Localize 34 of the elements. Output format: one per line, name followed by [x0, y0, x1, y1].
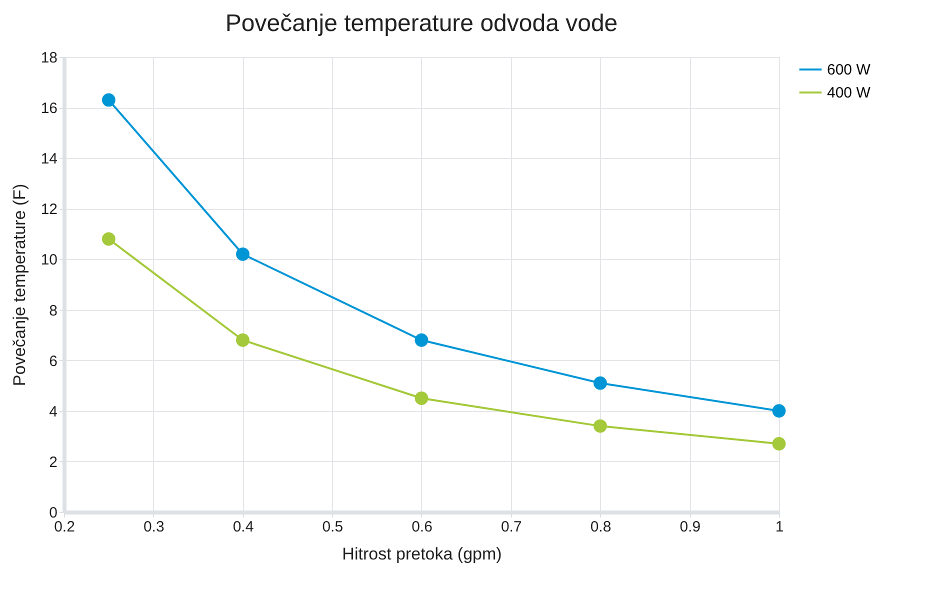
x-tick-label: 0.7 [500, 518, 522, 536]
y-tick-label: 16 [40, 100, 58, 118]
y-tick-label: 14 [40, 150, 58, 168]
x-tick-label: 0.3 [143, 518, 164, 536]
x-tick-label: 0.6 [412, 518, 432, 536]
y-tick-label: 12 [40, 201, 58, 218]
y-tick-label: 8 [49, 302, 58, 320]
legend-label: 600 W [827, 62, 872, 78]
x-tick-label: 0.2 [54, 518, 75, 536]
y-tick-label: 6 [49, 352, 58, 370]
y-tick-label: 4 [49, 403, 58, 420]
x-tick-label: 0.4 [232, 518, 254, 536]
point [594, 376, 607, 390]
chart-title: Povečanje temperature odvoda vode [225, 10, 618, 37]
x-tick-label: 0.9 [680, 518, 701, 536]
y-tick-label: 2 [49, 454, 58, 471]
point [414, 392, 428, 405]
y-tick-label: 10 [40, 252, 58, 269]
point [236, 333, 250, 347]
legend-label: 400 W [827, 84, 872, 102]
point [102, 93, 116, 107]
point [772, 404, 786, 418]
point [772, 437, 786, 450]
y-axis-title: Povečanje temperature (F) [10, 184, 29, 386]
point [594, 419, 607, 433]
x-axis-title: Hitrost pretoka (gpm) [342, 544, 502, 564]
point [236, 247, 250, 261]
y-tick-label: 18 [40, 50, 58, 66]
point [414, 333, 428, 347]
point [102, 232, 116, 246]
x-tick-label: 0.5 [322, 518, 344, 536]
y-tick-label: 0 [49, 504, 58, 522]
x-tick-label: 1 [775, 518, 784, 536]
x-tick-label: 0.8 [590, 518, 612, 536]
